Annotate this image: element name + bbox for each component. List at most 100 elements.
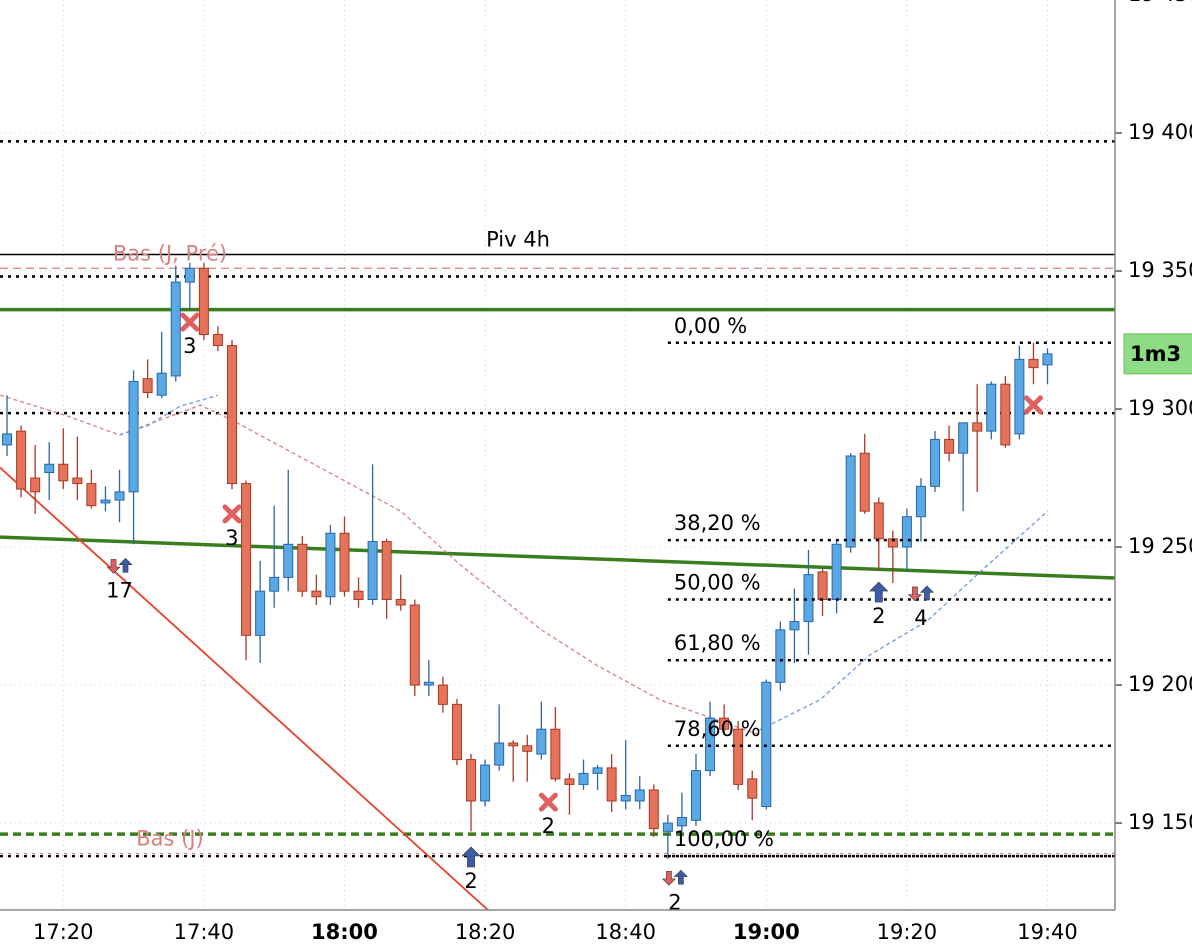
candle-body [44,463,55,474]
candle-body [494,742,505,766]
x-tick-label: 19:20 [877,920,938,944]
x-tick-label: 18:00 [311,920,378,944]
candle-body [339,532,350,592]
candle-body [297,543,308,592]
exit-cross [538,792,558,812]
candle-body [2,433,13,446]
candle-body [58,463,69,482]
candle-body [128,380,139,493]
candle-body [381,541,392,600]
fib-label: 61,80 % [674,631,761,655]
candle-body [620,794,631,802]
candle-body [719,717,730,730]
moving-average [0,394,760,736]
candle-body [817,571,828,600]
candle-body [887,538,898,548]
level-label: Bas (J, Pré) [113,241,227,265]
y-tick-label: 19 300 [1128,396,1192,420]
candle-body [803,574,814,623]
level-label: Piv 4h [486,227,550,251]
candle-body [986,383,997,432]
level-label: Bas (J) [136,826,203,850]
candle-body [437,684,448,705]
x-tick-label: 19:00 [733,920,800,944]
candle-body [901,516,912,548]
candle-body [550,728,561,780]
candle-body [409,604,420,686]
candle-body [395,598,406,606]
candle-body [86,483,97,507]
trendline [0,466,489,911]
candle-body [1028,358,1039,369]
signal-label: 3 [225,526,238,550]
candle-body [859,452,870,512]
buy-arrow [118,557,133,573]
candle-body [114,491,125,501]
sell-arrow [661,870,676,886]
signal-label: 2 [872,604,885,628]
signal-label: 2 [464,869,477,893]
candle-body [170,281,181,377]
candle-body [353,590,364,600]
candle-body [72,477,83,485]
candle-body [367,541,378,600]
candle-body [423,681,434,686]
candle-body [845,455,856,548]
candle-body [184,267,195,283]
candle-body [508,742,519,747]
candle-body [536,728,547,755]
fib-label: 38,20 % [674,511,761,535]
fib-label: 100,00 % [674,827,774,851]
candle-body [226,345,237,485]
exit-cross [222,504,242,524]
exit-cross [180,312,200,332]
x-tick-label: 18:20 [455,920,516,944]
sell-arrow [106,559,121,574]
buy-arrow [461,846,481,868]
buy-arrow [673,869,688,885]
signal-label: 4 [914,606,927,630]
candle-body [212,334,223,347]
fib-label: 78,60 % [674,717,761,741]
signal-label: 2 [668,890,681,914]
candle-body [789,621,800,631]
candle-body [761,681,772,807]
x-tick-label: 17:20 [33,920,94,944]
candle-body [831,543,842,600]
fib-label: 50,00 % [674,570,761,594]
signal-label: 2 [542,814,555,838]
y-tick-label: 19 200 [1128,672,1192,696]
candle-body [311,590,322,598]
candle-body [873,502,884,540]
candle-body [325,532,336,598]
candle-body [915,485,926,518]
candle-body [944,438,955,454]
trendline [0,535,1116,580]
candle-body [958,422,969,454]
signal-label: 3 [183,334,196,358]
candle-body [676,817,687,827]
candle-body [648,789,659,830]
fib-label: 0,00 % [674,314,747,338]
candle-body [930,438,941,487]
y-tick-label: 19 350 [1128,258,1192,282]
candle-body [522,745,533,752]
buy-arrow [869,581,889,603]
candle-body [747,778,758,799]
candle-body [690,770,701,821]
candle-body [634,789,645,802]
y-tick-label: 19 400 [1128,120,1192,144]
candle-body [662,822,673,832]
candle-body [606,767,617,802]
candle-body [972,422,983,432]
candle-body [255,590,266,636]
candle-body [466,759,477,802]
candle-body [283,543,294,578]
sell-arrow [907,586,922,602]
exit-cross [1023,395,1043,415]
candle-body [198,267,209,336]
last-price-label: 1m3 [1130,342,1181,366]
